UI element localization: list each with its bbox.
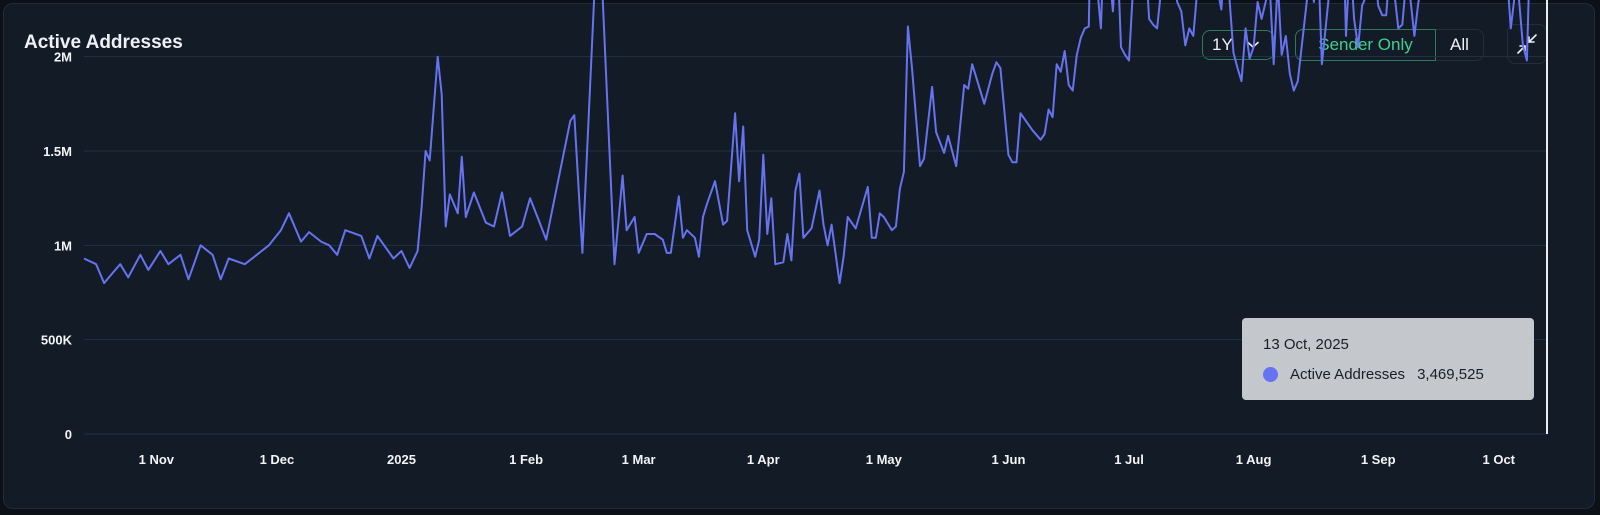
sender-filter-toggle: Sender Only All <box>1295 29 1484 61</box>
y-tick-label: 0 <box>65 427 72 442</box>
x-tick-label: 1 Apr <box>747 452 780 467</box>
x-tick-label: 1 Jul <box>1114 452 1144 467</box>
x-tick-label: 1 Dec <box>260 452 295 467</box>
x-tick-label: 1 Mar <box>622 452 656 467</box>
series-line-active-addresses <box>83 0 1530 285</box>
tooltip-date: 13 Oct, 2025 <box>1263 336 1349 353</box>
x-tick-label: 1 Aug <box>1236 452 1272 467</box>
series-color-dot <box>1263 367 1278 382</box>
y-tick-label: 1M <box>54 238 72 253</box>
x-tick-label: 1 Feb <box>509 452 543 467</box>
x-tick-label: 1 May <box>866 452 903 467</box>
chart-title: Active Addresses <box>24 32 183 53</box>
toggle-sender-only[interactable]: Sender Only <box>1295 29 1436 61</box>
x-tick-label: 2025 <box>387 452 416 467</box>
tooltip-value: 3,469,525 <box>1417 366 1484 383</box>
chart-card <box>3 3 1595 509</box>
data-points <box>83 1 1527 284</box>
y-tick-label: 500K <box>41 333 73 348</box>
x-tick-label: 1 Sep <box>1361 452 1396 467</box>
toggle-all[interactable]: All <box>1450 35 1469 54</box>
y-tick-label: 2M <box>54 50 72 65</box>
tooltip: 13 Oct, 2025 Active Addresses 3,469,525 <box>1242 318 1534 400</box>
time-range-value: 1Y <box>1212 35 1233 54</box>
tooltip-series-name: Active Addresses <box>1290 366 1406 383</box>
x-tick-label: 1 Nov <box>139 452 175 467</box>
y-tick-label: 1.5M <box>43 144 72 159</box>
x-tick-label: 1 Jun <box>991 452 1025 467</box>
x-tick-label: 1 Oct <box>1483 452 1516 467</box>
